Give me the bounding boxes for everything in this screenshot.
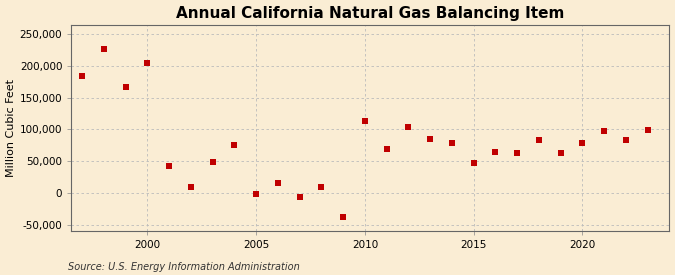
Title: Annual California Natural Gas Balancing Item: Annual California Natural Gas Balancing … — [176, 6, 564, 21]
Point — [556, 151, 566, 155]
Point — [120, 85, 131, 90]
Point — [381, 147, 392, 151]
Point — [207, 160, 218, 164]
Point — [599, 129, 610, 134]
Point — [186, 185, 196, 189]
Point — [577, 141, 588, 146]
Point — [273, 181, 284, 186]
Point — [142, 60, 153, 65]
Point — [403, 125, 414, 129]
Point — [229, 143, 240, 147]
Point — [77, 74, 88, 78]
Point — [99, 47, 109, 51]
Point — [338, 215, 348, 219]
Point — [490, 150, 501, 154]
Point — [316, 185, 327, 189]
Point — [643, 128, 653, 132]
Point — [512, 151, 522, 155]
Point — [164, 164, 175, 169]
Point — [251, 191, 262, 196]
Point — [294, 195, 305, 200]
Point — [533, 138, 544, 142]
Point — [447, 141, 458, 146]
Point — [468, 161, 479, 165]
Text: Source: U.S. Energy Information Administration: Source: U.S. Energy Information Administ… — [68, 262, 299, 272]
Point — [620, 138, 631, 142]
Point — [425, 137, 435, 141]
Point — [360, 119, 371, 123]
Y-axis label: Million Cubic Feet: Million Cubic Feet — [5, 79, 16, 177]
